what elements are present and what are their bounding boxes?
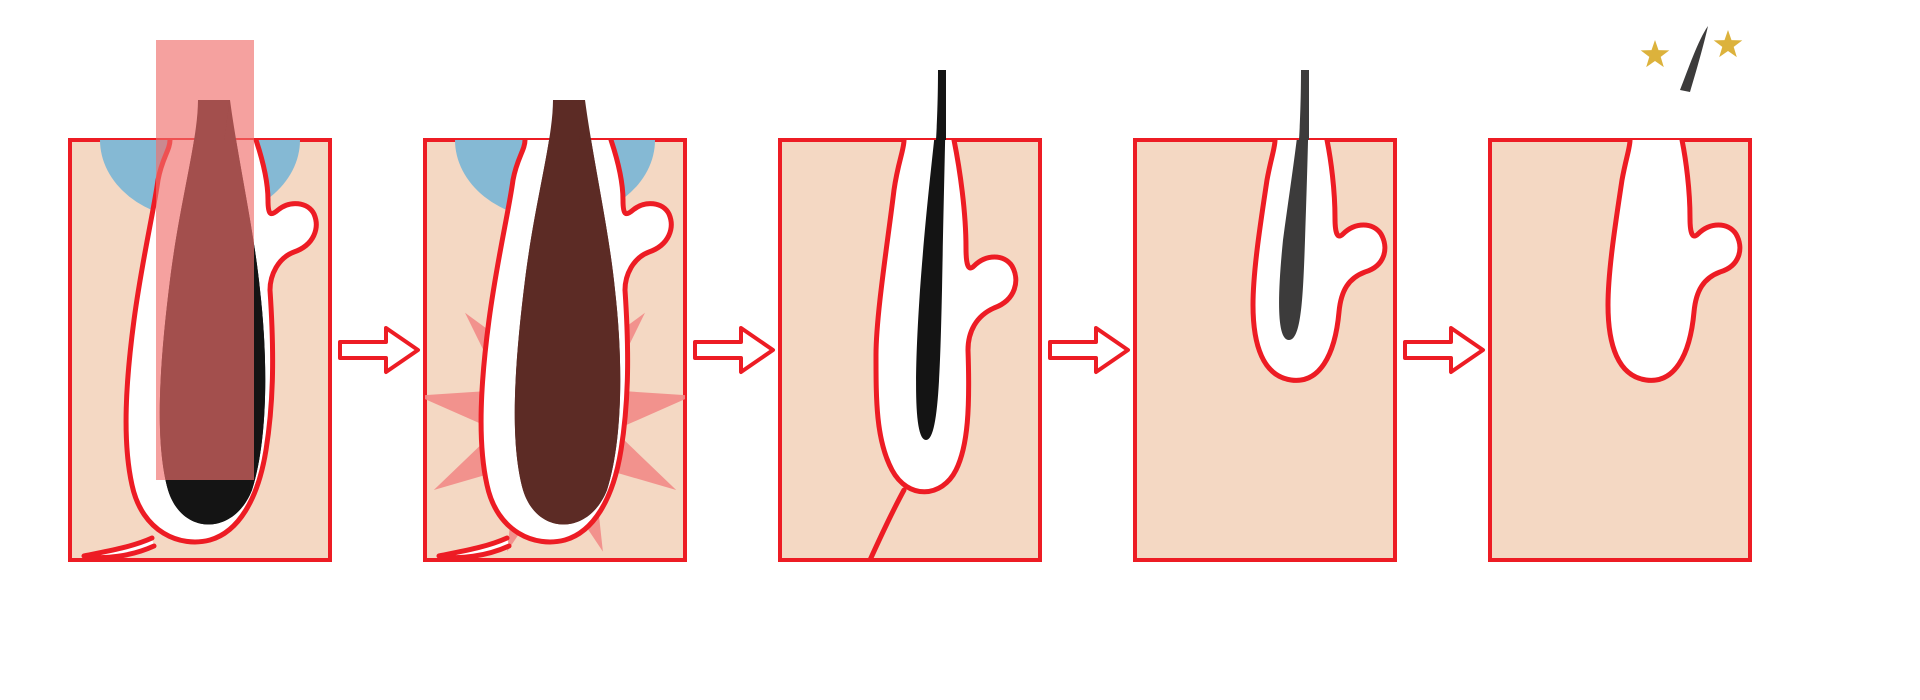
hair-above (551, 100, 585, 140)
laser-beam (156, 40, 254, 480)
stage-4 (1135, 70, 1395, 560)
laser-hair-removal-diagram (0, 0, 1920, 700)
stage-2 (417, 100, 693, 560)
stage-3 (780, 70, 1040, 560)
